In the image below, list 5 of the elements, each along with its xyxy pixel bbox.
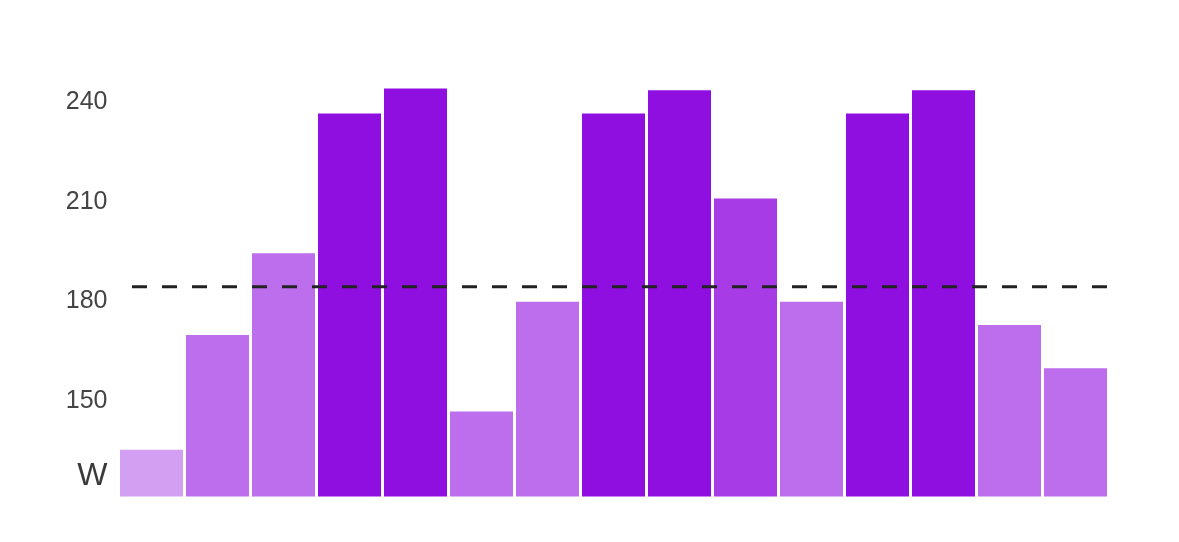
y-axis-title: W bbox=[77, 456, 109, 492]
y-tick-label: 210 bbox=[65, 185, 108, 214]
y-tick-label: 180 bbox=[65, 285, 108, 314]
y-tick-label: 150 bbox=[65, 385, 108, 414]
y-tick-label: 240 bbox=[65, 85, 108, 114]
